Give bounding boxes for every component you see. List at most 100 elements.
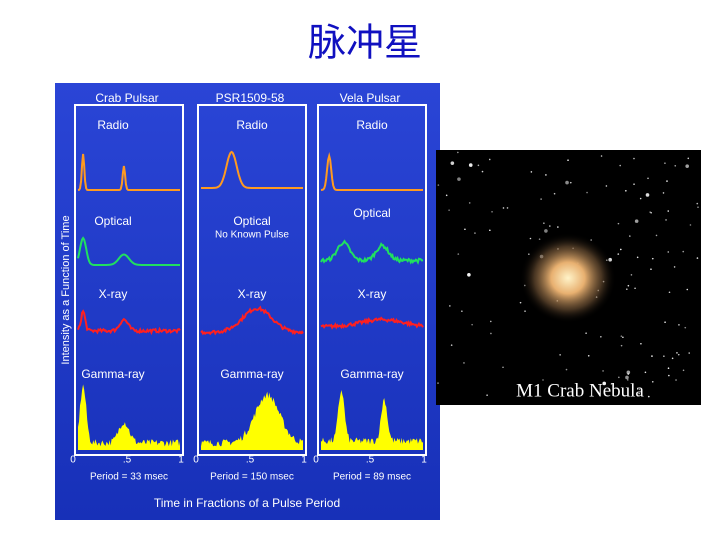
star [625, 190, 627, 192]
tick-label: 0 [70, 455, 76, 466]
star [651, 355, 653, 357]
star [545, 174, 547, 176]
panel-title: Crab Pulsar [95, 91, 158, 105]
star [540, 198, 542, 200]
star [524, 310, 526, 312]
panel-frame [197, 104, 307, 456]
star [651, 380, 654, 383]
tick-label: 1 [178, 455, 184, 466]
star [553, 192, 556, 195]
panel-frame [317, 104, 427, 456]
star [647, 177, 649, 180]
star [697, 206, 699, 209]
star [569, 181, 572, 184]
star [677, 353, 680, 356]
star [668, 374, 670, 377]
star [488, 158, 491, 161]
star [617, 222, 620, 225]
star [585, 332, 587, 334]
band-label: X-ray [238, 287, 267, 301]
star [689, 224, 692, 226]
star [467, 273, 471, 277]
tick-label: .5 [123, 455, 132, 466]
star [605, 185, 608, 187]
star [625, 375, 629, 380]
star [664, 321, 666, 324]
star [519, 301, 522, 304]
light-curve [320, 316, 424, 330]
star [489, 229, 491, 232]
star [617, 253, 620, 255]
star [474, 232, 476, 234]
star [636, 256, 639, 259]
light-curve [77, 236, 180, 266]
y-axis-label: Intensity as a Function of Time [60, 215, 72, 364]
star [684, 326, 687, 329]
star [502, 366, 504, 369]
star [557, 226, 559, 228]
period: Period = 89 msec [333, 472, 411, 483]
star [610, 383, 613, 385]
band-label: Radio [97, 118, 129, 132]
star [544, 229, 548, 233]
star [457, 177, 461, 181]
star [490, 332, 492, 335]
tick-label: 0 [193, 455, 199, 466]
slide-title: 脉冲星 [308, 21, 422, 65]
star [457, 253, 460, 255]
star [671, 357, 674, 360]
tick-label: .5 [366, 455, 375, 466]
star [600, 155, 603, 157]
star [675, 379, 677, 381]
star [662, 192, 665, 194]
nebula [520, 233, 616, 323]
star [620, 248, 622, 251]
star [559, 354, 561, 356]
star [468, 202, 471, 204]
star [634, 287, 636, 290]
star [450, 161, 455, 165]
star [489, 320, 492, 323]
gamma-curve [321, 390, 423, 450]
star [633, 157, 635, 160]
panel-title: PSR1509-58 [216, 91, 285, 105]
star [464, 228, 466, 231]
star [565, 180, 569, 185]
tick-label: 1 [421, 455, 427, 466]
star [437, 382, 439, 384]
band-label: Gamma-ray [81, 367, 144, 381]
star [639, 197, 642, 200]
star [696, 202, 699, 205]
panels: Crab Pulsar Radio Optical X-ray Gamma-ray 0 .5… [70, 91, 427, 482]
star [543, 222, 545, 224]
band-label: X-ray [358, 287, 387, 301]
star [461, 310, 463, 312]
star [619, 164, 621, 167]
star [682, 250, 685, 253]
star [644, 371, 647, 374]
star [666, 180, 668, 182]
star [471, 323, 473, 326]
star [587, 354, 590, 357]
light-curve [201, 150, 303, 189]
period: Period = 150 msec [210, 472, 294, 483]
star [664, 162, 666, 164]
band-label: Gamma-ray [220, 367, 283, 381]
star [538, 238, 541, 240]
star [647, 395, 650, 398]
gamma-curve [78, 384, 180, 450]
star [450, 344, 453, 346]
star [449, 305, 451, 307]
band-label: Radio [236, 118, 268, 132]
star [638, 388, 641, 391]
star [620, 344, 623, 347]
star [506, 207, 509, 209]
star [549, 225, 551, 227]
star [633, 183, 635, 185]
band-label: Optical [233, 214, 270, 228]
x-axis-label: Time in Fractions of a Pulse Period [154, 496, 340, 510]
star [651, 257, 654, 260]
band-label: Gamma-ray [340, 367, 403, 381]
